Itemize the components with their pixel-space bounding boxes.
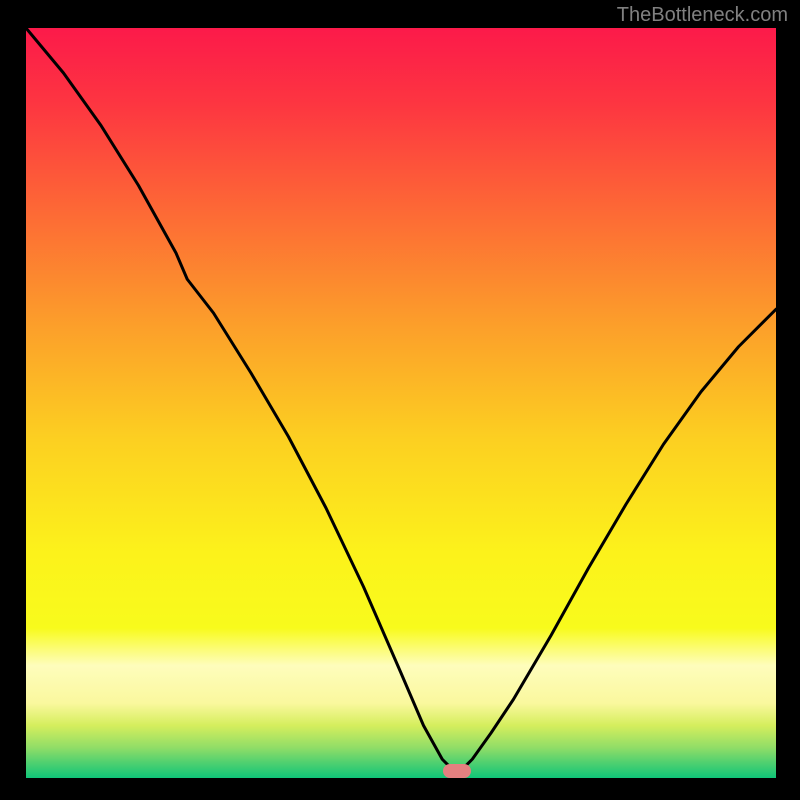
watermark-text: TheBottleneck.com (617, 4, 788, 27)
gradient-background (26, 28, 776, 778)
optimal-marker (443, 764, 471, 778)
plot-area (26, 28, 776, 778)
chart-svg (26, 28, 776, 778)
